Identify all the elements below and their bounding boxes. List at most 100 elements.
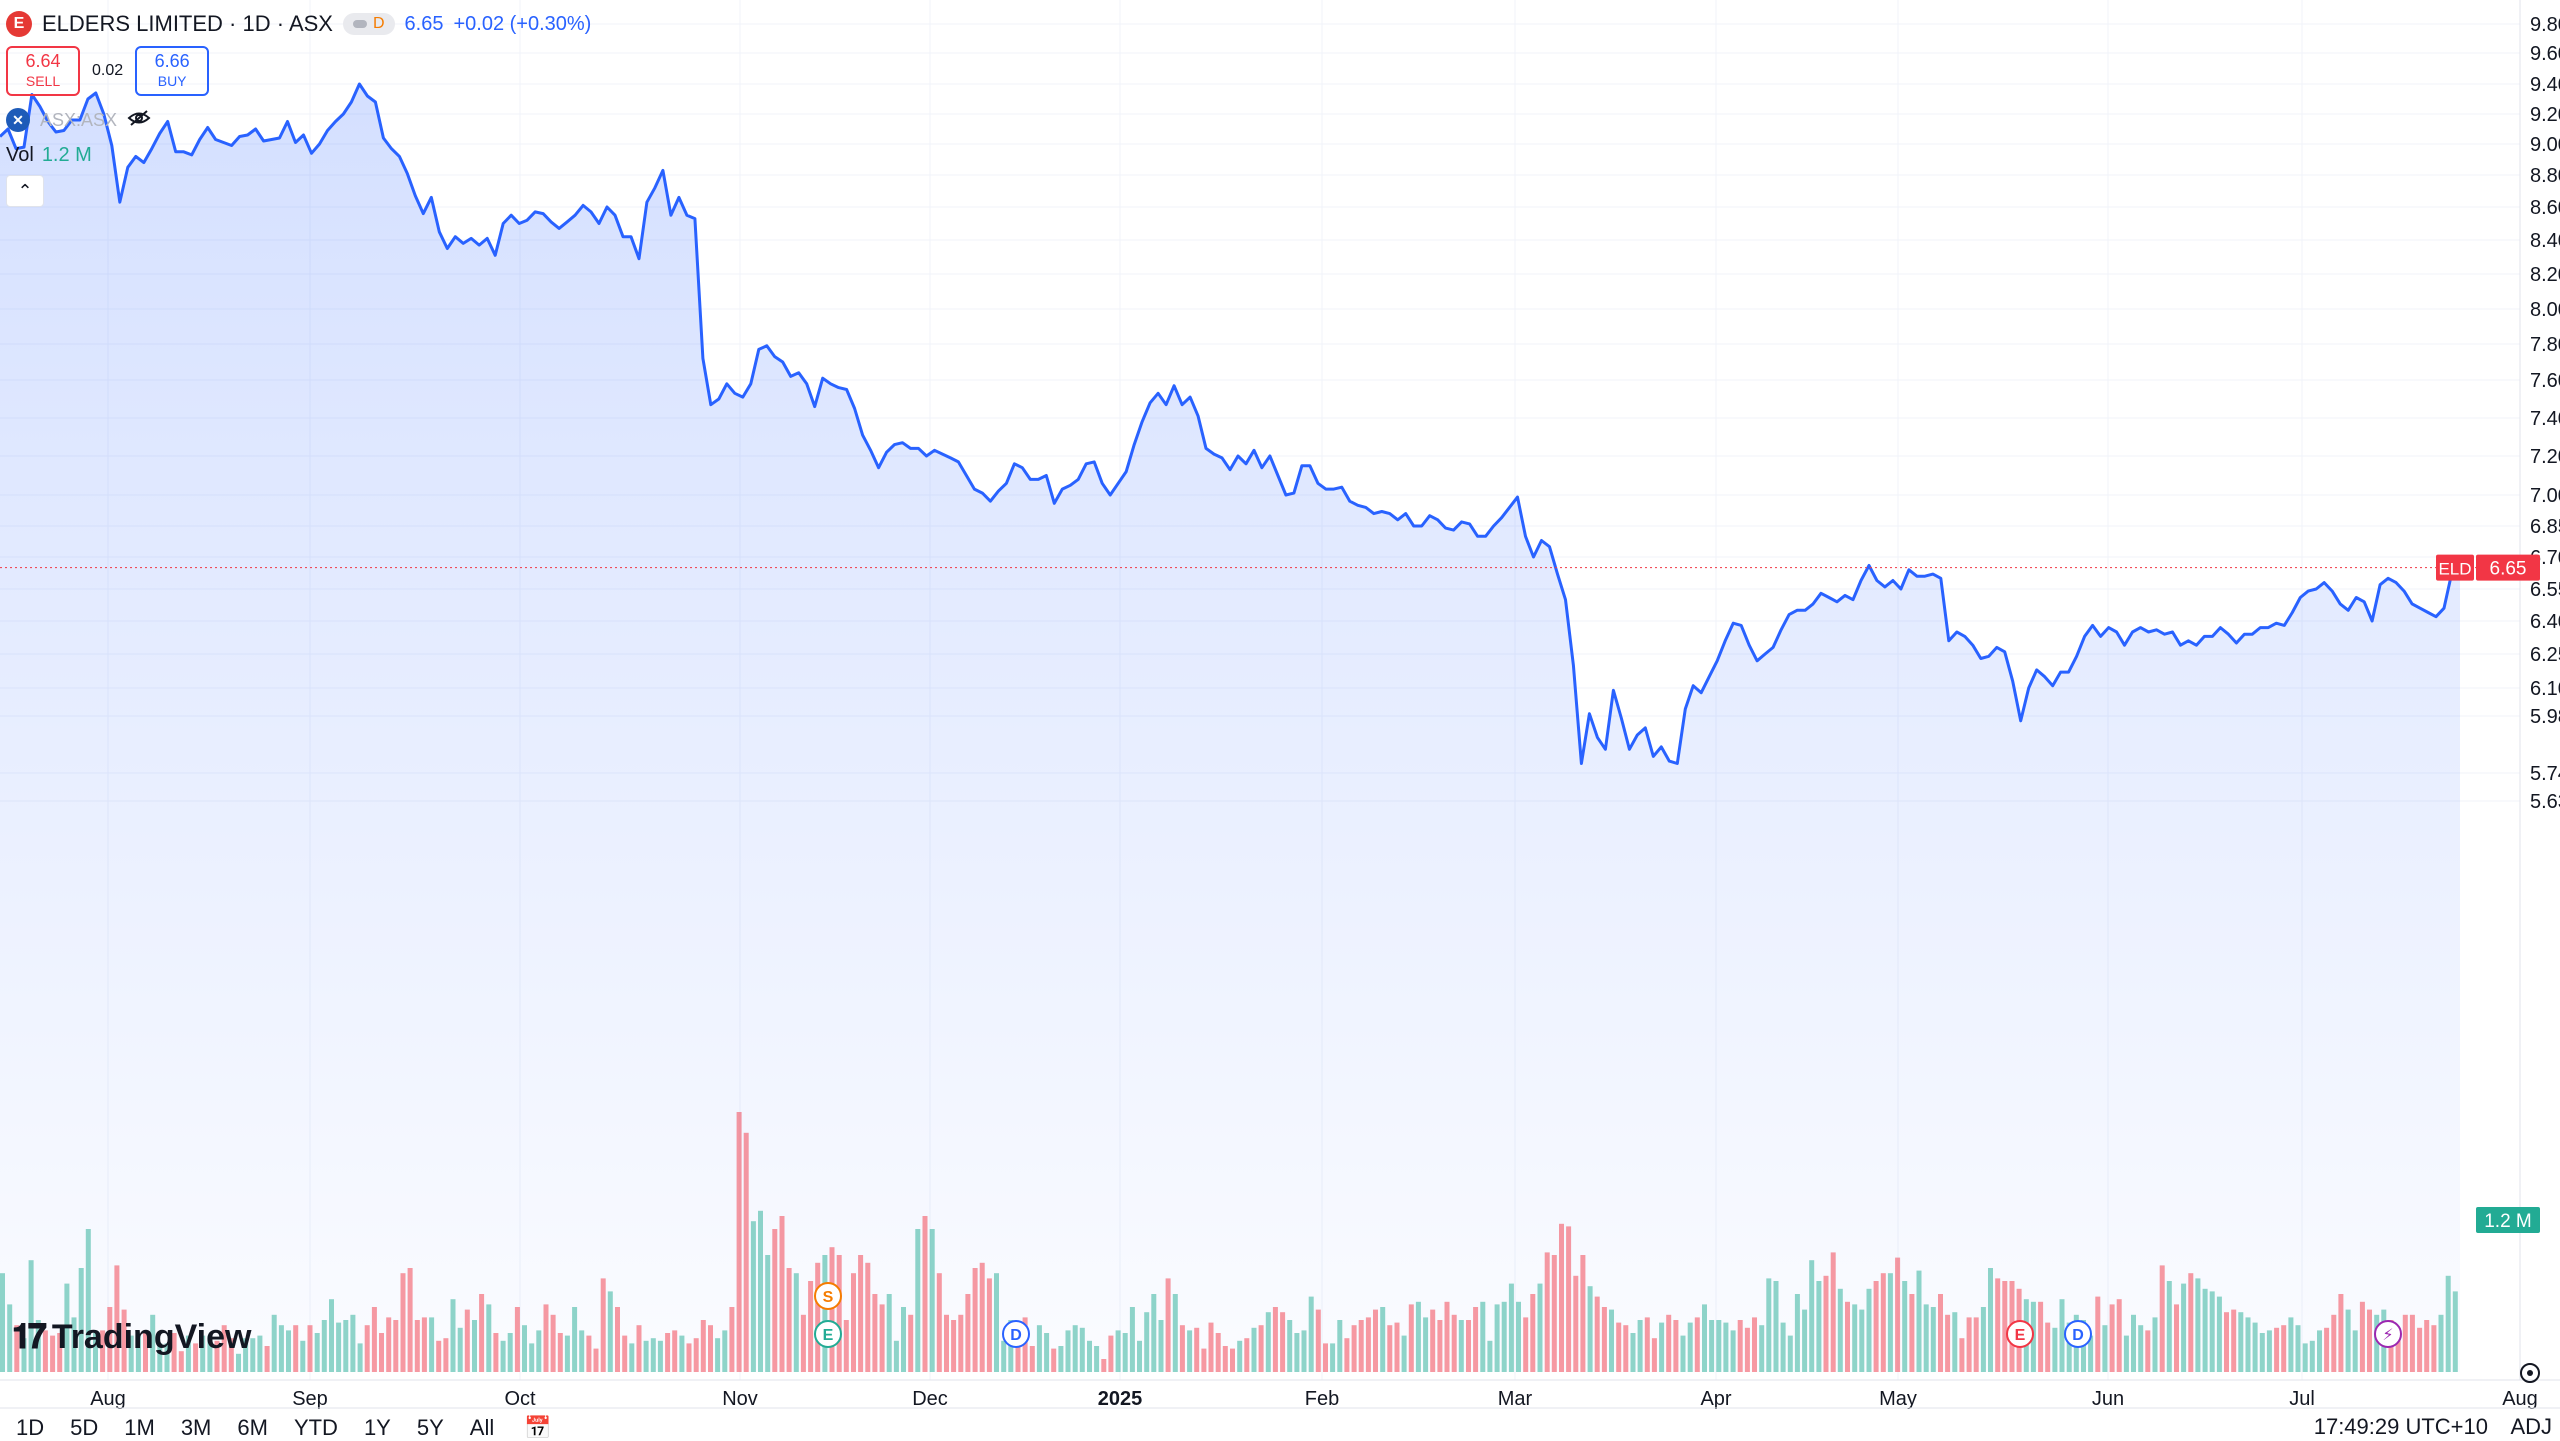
volume-bar xyxy=(1115,1330,1121,1372)
y-tick-label: 9.80 xyxy=(2530,14,2560,36)
volume-bar xyxy=(965,1294,971,1372)
volume-bar xyxy=(2252,1322,2258,1372)
volume-bar xyxy=(157,1343,163,1372)
range-5y[interactable]: 5Y xyxy=(416,1414,444,1440)
volume-bar xyxy=(1601,1307,1607,1372)
volume-bar xyxy=(1880,1273,1886,1372)
volume-bar xyxy=(1294,1333,1300,1372)
volume-bar xyxy=(1072,1325,1078,1372)
y-tick-label: 6.40 xyxy=(2530,611,2560,633)
y-tick-label: 7.00 xyxy=(2530,485,2560,507)
volume-bar xyxy=(293,1325,299,1372)
symbol-title[interactable]: ELDERS LIMITED · 1D · ASX xyxy=(42,11,333,36)
event-marker-letter: D xyxy=(2072,1327,2084,1344)
volume-bar xyxy=(450,1299,456,1372)
range-ytd[interactable]: YTD xyxy=(293,1414,338,1440)
range-3m[interactable]: 3M xyxy=(180,1414,212,1440)
volume-bar xyxy=(815,1262,821,1372)
y-tick-label: 5.74 xyxy=(2530,763,2560,785)
volume-bar xyxy=(557,1333,563,1372)
volume-bar xyxy=(2288,1317,2294,1372)
range-1y[interactable]: 1Y xyxy=(363,1414,391,1440)
eye-hidden-icon[interactable] xyxy=(127,109,151,132)
volume-bar xyxy=(636,1325,642,1372)
volume-bar xyxy=(1458,1320,1464,1372)
buy-button[interactable]: 6.66 BUY xyxy=(135,46,210,96)
range-6m[interactable]: 6M xyxy=(237,1414,268,1440)
volume-bar xyxy=(1744,1327,1750,1372)
volume-bar xyxy=(57,1333,63,1372)
x-tick-label: Sep xyxy=(292,1388,328,1410)
volume-bar xyxy=(1594,1296,1600,1372)
range-1m[interactable]: 1M xyxy=(124,1414,155,1440)
range-all[interactable]: All xyxy=(469,1414,495,1440)
volume-bar xyxy=(400,1273,406,1372)
volume-bar xyxy=(2417,1327,2423,1372)
collapse-legend-button[interactable]: ⌃ xyxy=(6,175,44,207)
sell-label: SELL xyxy=(25,73,61,89)
volume-bar xyxy=(107,1307,113,1372)
volume-bar xyxy=(593,1348,599,1372)
volume-bar xyxy=(329,1299,334,1372)
volume-bar xyxy=(1315,1309,1321,1372)
volume-bar xyxy=(1773,1281,1779,1372)
volume-bar xyxy=(2374,1314,2380,1372)
volume-bar xyxy=(572,1307,578,1372)
volume-bar xyxy=(1644,1317,1650,1372)
volume-bar xyxy=(1566,1226,1572,1372)
volume-bar xyxy=(1415,1301,1421,1372)
calendar-icon[interactable]: 📅 xyxy=(524,1414,552,1440)
volume-bar xyxy=(1287,1320,1293,1372)
event-marker-circle xyxy=(814,1320,842,1348)
volume-bar xyxy=(1895,1257,1901,1372)
volume-bar xyxy=(1995,1278,2001,1372)
volume-bar xyxy=(314,1333,320,1372)
tradingview-logo[interactable]: 𝟏𝟕 TradingView xyxy=(12,1318,251,1357)
volume-bar xyxy=(1952,1312,1958,1372)
sell-price: 6.64 xyxy=(25,51,61,71)
volume-bar xyxy=(1823,1275,1829,1372)
volume-bar xyxy=(1158,1320,1164,1372)
y-tick-label: 8.00 xyxy=(2530,299,2560,321)
volume-bar xyxy=(1873,1281,1879,1372)
volume-bar xyxy=(1058,1346,1064,1372)
sell-button[interactable]: 6.64 SELL xyxy=(6,46,80,96)
volume-bar xyxy=(879,1304,885,1372)
volume-bar xyxy=(2038,1301,2044,1372)
volume-bar xyxy=(1980,1307,1986,1372)
volume-bar xyxy=(271,1314,277,1372)
volume-bar xyxy=(951,1320,957,1372)
volume-bar xyxy=(343,1320,349,1372)
range-5d[interactable]: 5D xyxy=(70,1414,99,1440)
volume-bar xyxy=(615,1307,620,1372)
volume-bar xyxy=(1702,1304,1707,1372)
volume-bar xyxy=(2159,1265,2165,1372)
volume-bar xyxy=(1508,1283,1514,1372)
volume-bar xyxy=(100,1330,106,1372)
y-tick-label: 7.80 xyxy=(2530,334,2560,356)
x-tick-label: 2025 xyxy=(1098,1388,1143,1410)
volume-bar xyxy=(1938,1294,1943,1372)
volume-bar xyxy=(78,1268,84,1372)
volume-bar xyxy=(264,1346,270,1372)
volume-bar xyxy=(357,1343,363,1372)
x-icon: ✕ xyxy=(6,108,30,132)
event-markers[interactable]: S E D E D ⚡ xyxy=(814,1282,2402,1348)
volume-bar xyxy=(228,1338,234,1372)
volume-bar xyxy=(758,1210,763,1372)
volume-bar xyxy=(2209,1291,2215,1372)
range-1d[interactable]: 1D xyxy=(16,1414,45,1440)
volume-bar xyxy=(822,1255,828,1372)
volume-bar xyxy=(2202,1288,2208,1372)
interval-badge[interactable]: D xyxy=(342,13,395,35)
volume-bar xyxy=(1087,1340,1092,1372)
volume-bar xyxy=(71,1317,77,1372)
volume-bar xyxy=(1623,1325,1629,1372)
volume-bar xyxy=(1380,1307,1386,1372)
adj-toggle[interactable]: ADJ xyxy=(2510,1414,2552,1439)
volume-bar xyxy=(2317,1330,2322,1372)
x-tick-label: Apr xyxy=(1700,1388,1731,1410)
volume-bar xyxy=(1945,1314,1951,1372)
volume-bar xyxy=(1301,1330,1307,1372)
